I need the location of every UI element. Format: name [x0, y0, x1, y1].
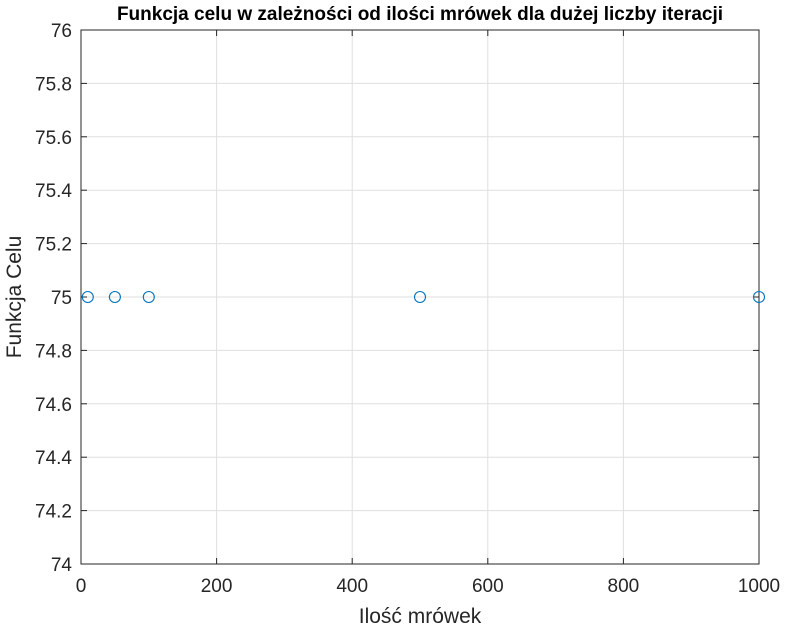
y-tick-label: 75.4 — [35, 181, 72, 202]
y-tick-label: 74 — [51, 555, 73, 576]
y-tick-label: 75.2 — [35, 235, 72, 256]
y-tick-label: 75.8 — [35, 74, 72, 95]
y-tick-label: 75.6 — [35, 128, 72, 149]
data-point — [108, 290, 121, 304]
chart-title: Funkcja celu w zależności od ilości mrów… — [117, 4, 723, 25]
y-tick-label: 74.6 — [35, 395, 72, 416]
x-tick-label: 800 — [608, 576, 640, 597]
y-tick-label: 75 — [51, 288, 72, 309]
y-tick-label: 74.2 — [35, 502, 72, 523]
y-tick-label: 74.8 — [35, 341, 72, 362]
x-tick-label: 0 — [76, 576, 87, 597]
x-tick-label: 1000 — [738, 576, 780, 597]
data-points — [81, 290, 766, 304]
data-point — [413, 290, 427, 304]
data-point — [81, 290, 94, 304]
x-tick-label: 200 — [201, 576, 233, 597]
grid-lines — [80, 29, 760, 565]
x-tick-label: 400 — [336, 576, 368, 597]
y-tick-label: 74.4 — [35, 448, 72, 469]
y-axis-label: Funkcja Celu — [3, 236, 26, 359]
data-point — [752, 290, 766, 304]
x-axis-label: Ilość mrówek — [359, 605, 482, 627]
data-point — [142, 290, 155, 304]
x-tick-label: 600 — [472, 576, 504, 597]
y-tick-label: 76 — [51, 21, 72, 42]
axis-ticks: 0 200 400 600 800 1000 74 74.2 74.4 74.6 74.8 75 75.… — [35, 21, 780, 597]
